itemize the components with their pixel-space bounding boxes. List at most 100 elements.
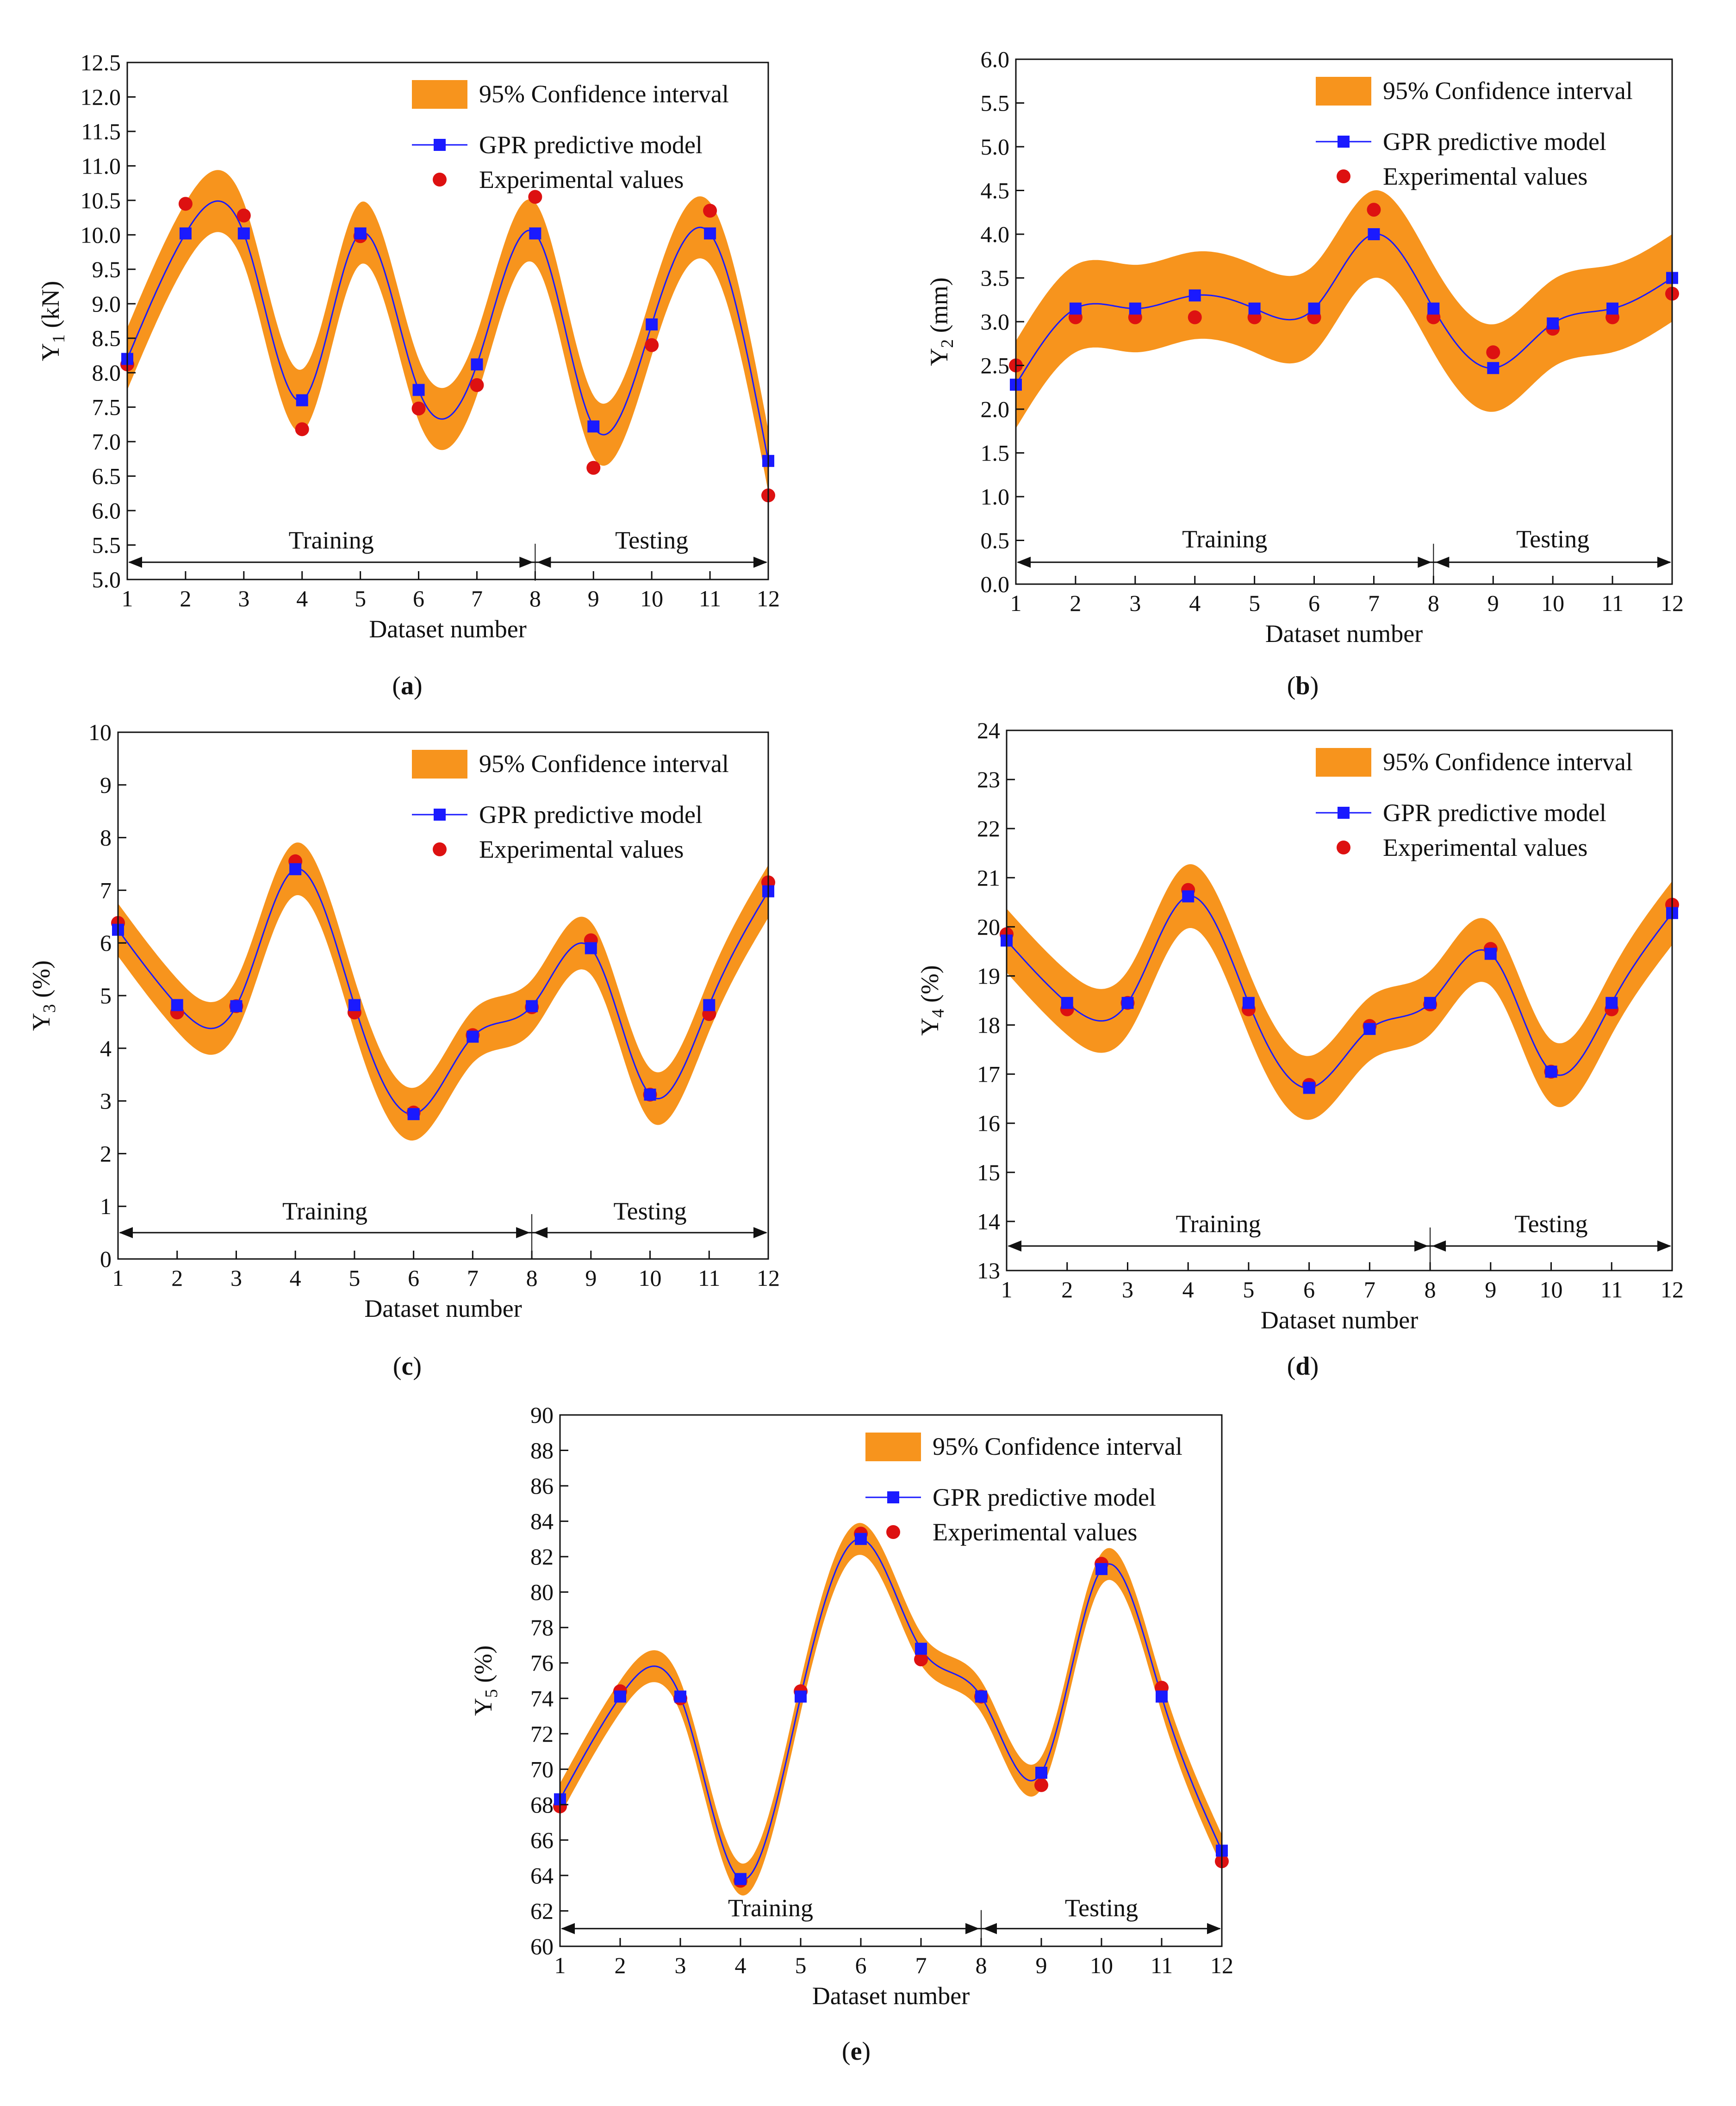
x-tick-label: 4	[1189, 590, 1201, 616]
y-tick-label: 80	[530, 1579, 554, 1605]
x-tick-label: 8	[1425, 1277, 1436, 1302]
gpr-model-point-3	[230, 1000, 243, 1012]
gpr-model-point-10	[644, 1088, 656, 1101]
x-tick-label: 8	[529, 586, 541, 611]
x-tick-label: 6	[413, 586, 424, 611]
testing-arrowhead-left	[1432, 1240, 1446, 1252]
x-tick-label: 1	[1010, 590, 1022, 616]
y-axis-title-main: Y	[37, 343, 64, 361]
y-tick-label: 24	[977, 717, 1000, 743]
gpr-model-point-4	[289, 863, 302, 875]
x-tick-label: 7	[915, 1952, 927, 1978]
x-tick-label: 3	[1122, 1277, 1133, 1302]
y-tick-label: 5.0	[92, 567, 121, 592]
gpr-model-point-8	[1427, 302, 1440, 315]
x-tick-label: 4	[735, 1952, 747, 1978]
x-axis-title: Dataset number	[812, 1982, 970, 2010]
x-tick-label: 6	[1303, 1277, 1315, 1302]
y-tick-label: 6.0	[92, 498, 121, 523]
y-tick-label: 1.5	[981, 440, 1010, 466]
y-axis-title-subscript: 4	[928, 1009, 948, 1018]
x-tick-label: 11	[1151, 1952, 1173, 1978]
legend-label-model: GPR predictive model	[1383, 128, 1606, 156]
y-tick-label: 12.5	[81, 50, 121, 75]
gpr-model-point-5	[348, 999, 361, 1011]
x-tick-label: 8	[526, 1265, 538, 1291]
gpr-model-point-11	[1605, 997, 1618, 1009]
legend-label-experimental: Experimental values	[479, 166, 684, 193]
gpr-model-point-3	[237, 227, 250, 240]
y-axis-title: Y1 (kN)	[37, 281, 68, 361]
gpr-model-line	[1007, 895, 1672, 1089]
x-tick-label: 3	[675, 1952, 686, 1978]
y-axis-title-subscript: 3	[40, 1004, 59, 1013]
gpr-model-point-8	[529, 227, 541, 240]
x-tick-label: 1	[122, 586, 133, 611]
y-axis-title-unit: (mm)	[925, 277, 953, 339]
y-tick-label: 3	[100, 1088, 112, 1114]
confidence-band	[1007, 864, 1672, 1120]
x-tick-label: 2	[1070, 590, 1081, 616]
testing-arrowhead-left	[1435, 556, 1450, 568]
legend-model-marker	[1338, 807, 1350, 819]
x-tick-label: 12	[1210, 1952, 1233, 1978]
y-tick-label: 60	[530, 1933, 554, 1959]
testing-arrowhead-left	[537, 556, 551, 568]
panel-caption-open: (	[1287, 1352, 1296, 1381]
x-axis-title: Dataset number	[1261, 1306, 1418, 1334]
y-tick-label: 2	[100, 1140, 112, 1166]
y-tick-label: 90	[530, 1402, 554, 1428]
legend-label-experimental: Experimental values	[933, 1518, 1137, 1546]
gpr-model-point-10	[1545, 1065, 1557, 1078]
confidence-band	[1016, 190, 1672, 429]
gpr-model-point-7	[915, 1643, 927, 1655]
y-tick-label: 6	[100, 930, 112, 956]
legend-label-model: GPR predictive model	[933, 1483, 1156, 1511]
experimental-point-10	[645, 338, 659, 352]
panel-caption-close: )	[862, 2037, 871, 2066]
x-tick-label: 1	[1001, 1277, 1013, 1302]
testing-arrowhead-right	[1657, 556, 1671, 568]
experimental-point-7	[914, 1652, 928, 1667]
x-tick-label: 10	[1541, 590, 1564, 616]
panel-caption-letter: a	[401, 672, 414, 700]
y-tick-label: 22	[977, 816, 1000, 841]
legend-label-experimental: Experimental values	[1383, 834, 1587, 861]
y-tick-label: 19	[977, 963, 1000, 989]
gpr-model-point-6	[855, 1533, 867, 1545]
y-axis-title-main: Y	[916, 1018, 944, 1036]
y-tick-label: 6.0	[981, 46, 1010, 72]
x-tick-label: 4	[296, 586, 308, 611]
legend-label-confidence: 95% Confidence interval	[479, 750, 729, 778]
y-tick-label: 15	[977, 1159, 1000, 1185]
legend-model-marker	[434, 809, 446, 821]
x-tick-label: 11	[699, 586, 721, 611]
gpr-model-point-11	[704, 227, 716, 240]
y-tick-label: 10.0	[81, 222, 121, 248]
y-tick-label: 5.0	[981, 134, 1010, 160]
x-tick-label: 10	[1090, 1952, 1113, 1978]
y-tick-label: 3.5	[981, 265, 1010, 291]
gpr-model-line	[560, 1538, 1222, 1881]
testing-label: Testing	[1514, 1210, 1587, 1238]
y-tick-label: 11.0	[81, 153, 121, 179]
x-tick-label: 7	[467, 1265, 479, 1291]
gpr-model-point-7	[1363, 1023, 1376, 1035]
y-tick-label: 14	[977, 1209, 1000, 1234]
testing-label: Testing	[613, 1197, 686, 1225]
y-tick-label: 12.0	[81, 84, 121, 110]
y-tick-label: 86	[530, 1473, 554, 1499]
panel-caption-close: )	[413, 1352, 422, 1381]
x-tick-label: 9	[1036, 1952, 1047, 1978]
gpr-model-line	[118, 868, 768, 1115]
panel-caption: (b)	[1287, 672, 1319, 700]
x-tick-label: 8	[976, 1952, 987, 1978]
x-tick-label: 9	[1485, 1277, 1496, 1302]
legend-label-model: GPR predictive model	[1383, 799, 1606, 827]
x-tick-label: 10	[640, 586, 663, 611]
axes-frame	[1006, 729, 1673, 1271]
testing-label: Testing	[1516, 525, 1589, 553]
y-tick-label: 16	[977, 1110, 1000, 1136]
testing-arrowhead-right	[1207, 1923, 1221, 1934]
